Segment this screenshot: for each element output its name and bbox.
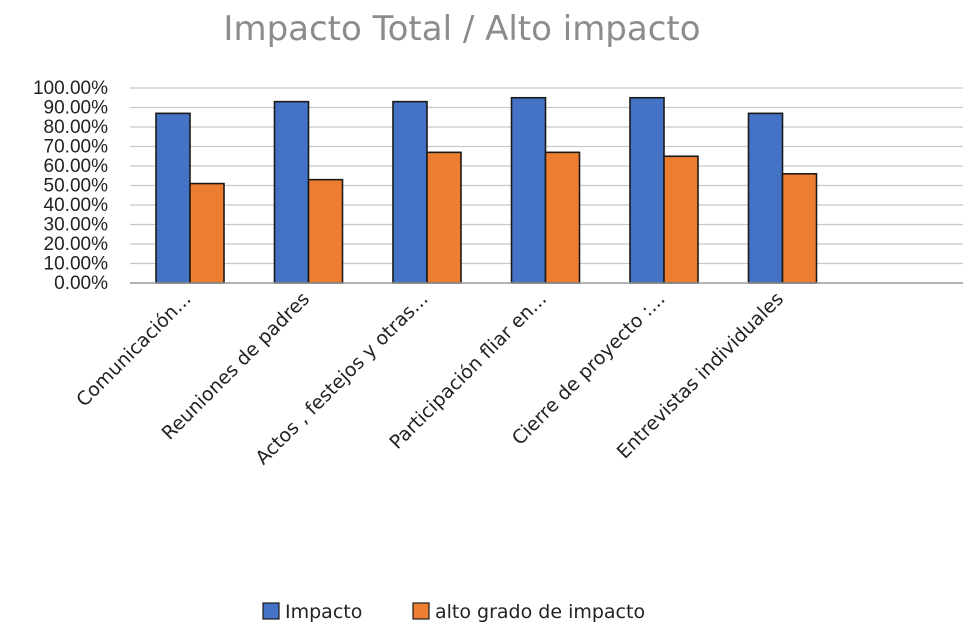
x-tick-label: Comunicación... <box>72 288 195 411</box>
y-axis-ticks: 0.00%10.00%20.00%30.00%40.00%50.00%60.00… <box>33 78 108 294</box>
chart-title: Impacto Total / Alto impacto <box>223 9 700 49</box>
bar-impacto-2 <box>392 100 428 284</box>
y-tick-label: 50.00% <box>44 176 109 197</box>
y-tick-label: 70.00% <box>44 137 109 158</box>
bar-alto-grado-3 <box>544 151 581 284</box>
y-tick-label: 40.00% <box>44 195 109 216</box>
y-tick-label: 10.00% <box>44 254 109 275</box>
legend-swatch-0 <box>262 602 280 620</box>
y-tick-label: 80.00% <box>44 117 109 138</box>
bar-alto-grado-4 <box>663 155 699 284</box>
bar-alto-grado-1 <box>307 178 344 284</box>
y-tick-label: 20.00% <box>44 234 109 255</box>
bar-impacto-3 <box>510 96 547 284</box>
bar-impacto-1 <box>273 100 310 284</box>
legend-swatch-1 <box>412 602 430 620</box>
legend: Impacto alto grado de impacto <box>262 601 645 623</box>
x-axis-ticks: Comunicación...Reuniones de padresActos … <box>72 288 788 469</box>
legend-label-1: alto grado de impacto <box>435 601 645 623</box>
bars <box>155 96 818 284</box>
bar-alto-grado-2 <box>426 151 462 284</box>
y-tick-label: 60.00% <box>44 156 109 177</box>
y-tick-label: 90.00% <box>44 98 109 119</box>
bar-alto-grado-0 <box>189 182 225 284</box>
legend-label-0: Impacto <box>285 601 362 623</box>
bar-impacto-0 <box>155 112 191 284</box>
bar-alto-grado-5 <box>781 173 818 284</box>
bar-impacto-5 <box>747 112 784 284</box>
y-tick-label: 0.00% <box>54 273 108 294</box>
bar-impacto-4 <box>629 96 665 284</box>
y-tick-label: 30.00% <box>44 215 109 236</box>
y-tick-label: 100.00% <box>33 78 108 99</box>
